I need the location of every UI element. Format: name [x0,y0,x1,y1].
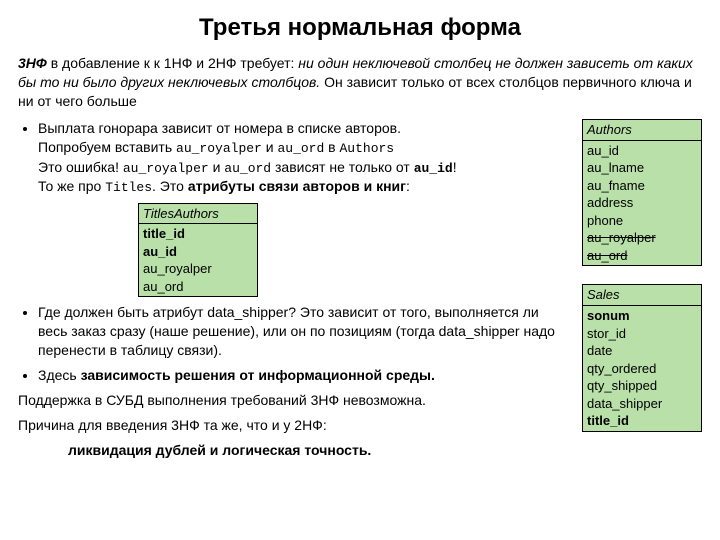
b1-l1: Выплата гонорара зависит от номера в спи… [38,120,401,136]
titlesauthors-table: TitlesAuthors title_id au_id au_royalper… [138,203,258,298]
intro-pre: в добавление к к 1НФ и 2НФ требует: [47,55,298,71]
b1-l3d: au_ord [224,161,271,176]
sales-body: sonum stor_id date qty_ordered qty_shipp… [583,306,701,431]
sales-row-3: qty_ordered [587,360,697,378]
b1-l4d: атрибуты связи авторов и книг [188,178,406,194]
intro-term: 3НФ [18,55,47,71]
b1-l3e: зависят не только от [271,159,414,175]
b1-l2a: Попробуем вставить [38,139,176,155]
titlesauthors-header: TitlesAuthors [139,204,257,225]
bullet-3: Здесь зависимость решения от информацион… [38,366,568,385]
sales-row-2: date [587,342,697,360]
b1-l3f: au_id [414,161,453,176]
authors-row-2: au_fname [587,177,697,195]
right-column: Authors au_id au_lname au_fname address … [582,119,702,466]
authors-row-1: au_lname [587,159,697,177]
sales-row-4: qty_shipped [587,377,697,395]
titlesauthors-body: title_id au_id au_royalper au_ord [139,224,257,296]
ta-row-2: au_royalper [143,260,253,278]
b1-l4c: . Это [152,178,188,194]
sales-bold-0: title_id [587,412,697,430]
authors-row-3: address [587,194,697,212]
sales-table: Sales sonum stor_id date qty_ordered qty… [582,284,702,431]
sales-row-0: sonum [587,307,697,325]
sales-row-1: stor_id [587,325,697,343]
main-columns: Выплата гонорара зависит от номера в спи… [18,119,702,466]
b1-l3c: и [209,159,225,175]
b1-l3a: Это ошибка! [38,159,123,175]
b1-l4e: : [406,178,410,194]
authors-table: Authors au_id au_lname au_fname address … [582,119,702,266]
b1-l4a: То же про [38,178,105,194]
b1-l2e: в [324,139,339,155]
b1-l3b: au_royalper [123,161,209,176]
authors-row-0: au_id [587,142,697,160]
bullet-1: Выплата гонорара зависит от номера в спи… [38,119,568,297]
b1-l4b: Titles [105,180,152,195]
b1-l2b: au_royalper [176,141,262,156]
bullet-list: Выплата гонорара зависит от номера в спи… [18,119,568,460]
authors-struck-0: au_royalper [587,229,697,247]
page-title: Третья нормальная форма [18,12,702,44]
para-2: Причина для введения 3НФ та же, что и у … [18,416,568,435]
left-column: Выплата гонорара зависит от номера в спи… [18,119,568,466]
ta-row-1: au_id [143,243,253,261]
ta-row-3: au_ord [143,278,253,296]
authors-header: Authors [583,120,701,141]
b3b: зависимость решения от информационной ср… [81,367,435,383]
ta-row-0: title_id [143,225,253,243]
para-1: Поддержка в СУБД выполнения требований 3… [18,391,568,410]
para-3: ликвидация дублей и логическая точность. [68,441,568,460]
authors-row-4: phone [587,212,697,230]
b1-l2c: и [262,139,278,155]
b1-l3g: ! [453,159,457,175]
intro-paragraph: 3НФ в добавление к к 1НФ и 2НФ требует: … [18,54,702,111]
sales-row-5: data_shipper [587,395,697,413]
sales-header: Sales [583,285,701,306]
b1-l2d: au_ord [277,141,324,156]
bullet-2: Где должен быть атрибут data_shipper? Эт… [38,303,568,360]
authors-body: au_id au_lname au_fname address phone au… [583,141,701,266]
b1-l2f: Authors [340,141,395,156]
authors-struck-1: au_ord [587,247,697,265]
b3a: Здесь [38,367,81,383]
